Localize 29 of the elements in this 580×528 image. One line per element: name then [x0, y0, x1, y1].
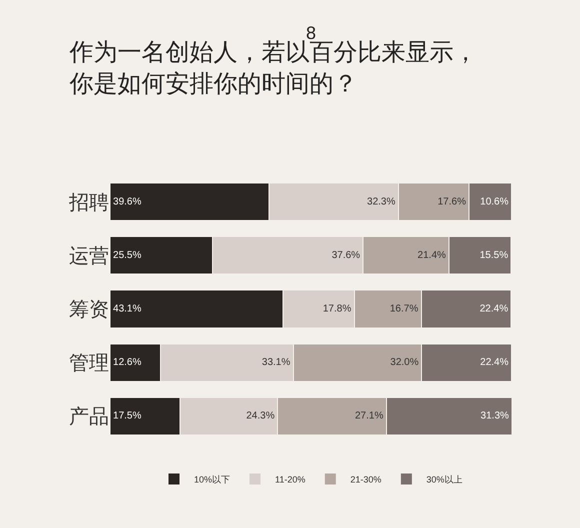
data-label: 17.8%	[322, 304, 352, 314]
data-label: 22.4%	[480, 304, 508, 314]
y-tick-label: 产品	[69, 406, 109, 428]
data-label: 15.5%	[480, 250, 508, 261]
data-label: 25.5%	[113, 250, 142, 261]
data-label: 12.6%	[113, 357, 142, 368]
y-tick-label: 筹资	[69, 299, 109, 321]
y-tick-label: 运营	[69, 245, 109, 268]
legend-label: 21-30%	[350, 474, 382, 484]
data-label: 21.4%	[418, 250, 446, 261]
legend-label: 10%以下	[194, 474, 230, 484]
data-label: 33.1%	[262, 357, 290, 368]
legend-label: 11-20%	[275, 474, 306, 484]
data-label: 10.6%	[480, 196, 509, 208]
data-label: 31.3%	[480, 410, 509, 422]
data-label: 39.6%	[113, 196, 142, 208]
data-label: 43.1%	[113, 304, 142, 314]
data-label: 32.0%	[390, 357, 419, 368]
legend-label: 30%以上	[426, 474, 462, 484]
data-label: 22.4%	[480, 357, 509, 368]
data-label: 24.3%	[246, 410, 275, 422]
data-label: 27.1%	[354, 410, 384, 422]
data-label: 16.7%	[390, 304, 418, 314]
y-tick-label: 管理	[69, 352, 109, 375]
y-tick-label: 招聘	[68, 192, 109, 214]
data-label: 17.6%	[438, 196, 466, 208]
data-label: 37.6%	[332, 250, 360, 261]
data-label: 32.3%	[366, 196, 396, 208]
data-label: 17.5%	[113, 410, 142, 422]
